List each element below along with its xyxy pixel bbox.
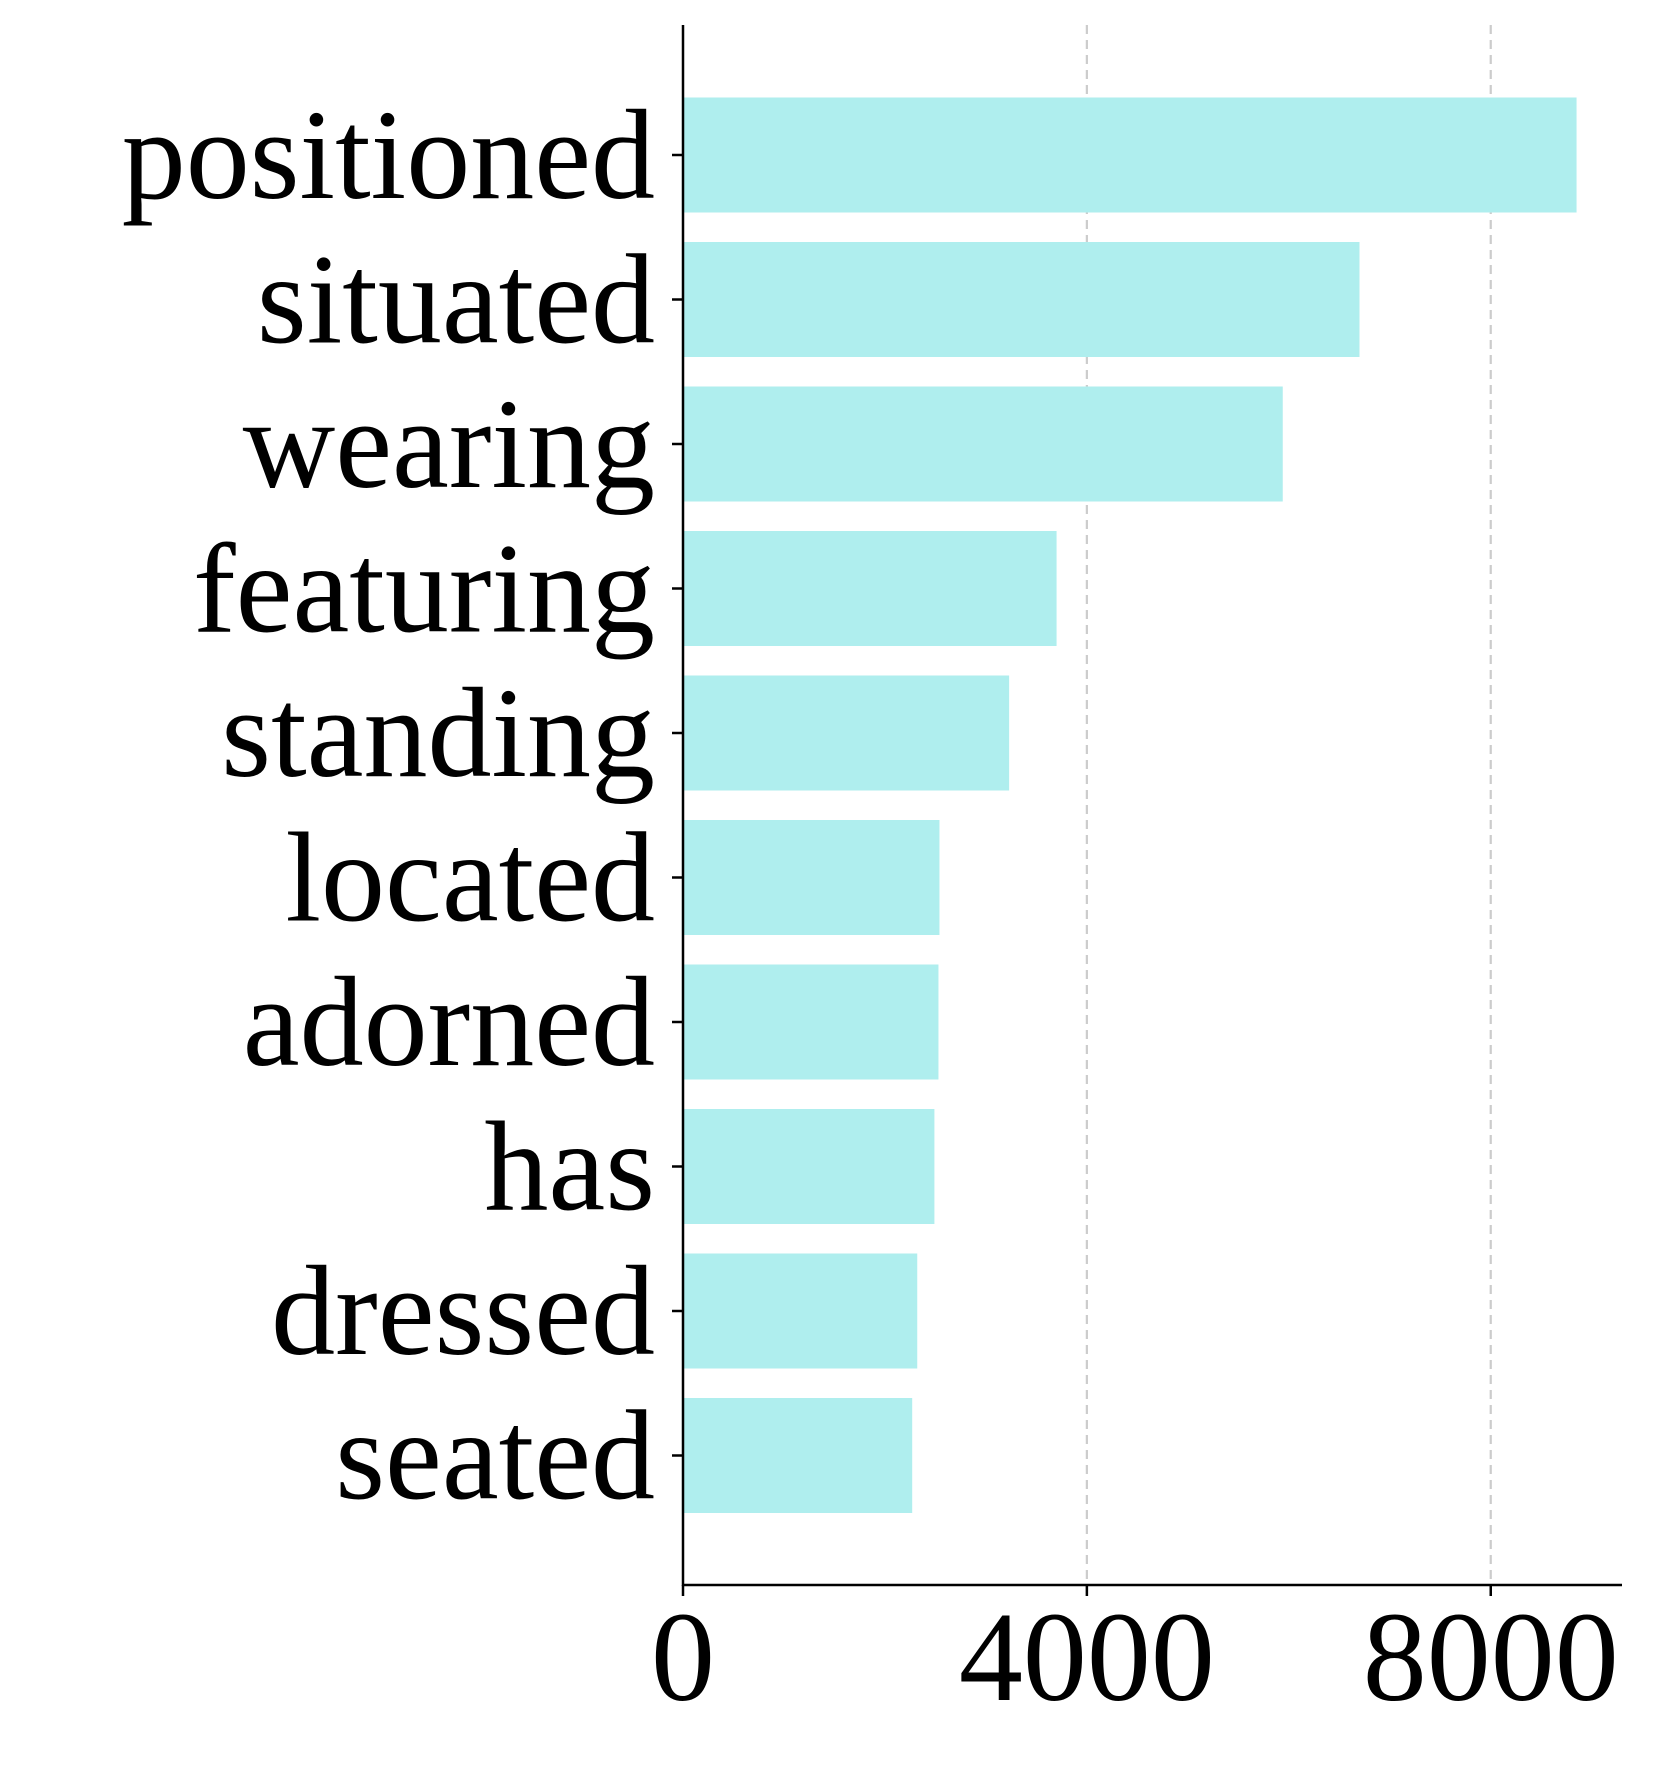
y-tick-label-dressed: dressed bbox=[271, 1240, 655, 1382]
label-layer: positionedsituatedwearingfeaturingstandi… bbox=[122, 84, 1619, 1728]
bar-featuring bbox=[683, 531, 1057, 646]
bar-wearing bbox=[683, 386, 1283, 502]
y-tick-label-has: has bbox=[484, 1096, 655, 1238]
y-tick-label-situated: situated bbox=[257, 229, 655, 371]
y-tick-label-wearing: wearing bbox=[243, 373, 655, 515]
y-tick-label-featuring: featuring bbox=[193, 518, 655, 660]
x-tick-label-4000: 4000 bbox=[959, 1586, 1215, 1728]
bar-dressed bbox=[683, 1253, 918, 1369]
bar-has bbox=[683, 1109, 935, 1224]
y-tick-label-located: located bbox=[285, 807, 655, 949]
y-tick-label-positioned: positioned bbox=[122, 84, 655, 226]
bar-situated bbox=[683, 242, 1360, 357]
x-tick-label-8000: 8000 bbox=[1363, 1586, 1619, 1728]
x-tick-label-0: 0 bbox=[651, 1586, 715, 1728]
bar-standing bbox=[683, 675, 1010, 791]
y-tick-label-adorned: adorned bbox=[243, 951, 655, 1093]
bar-seated bbox=[683, 1398, 913, 1513]
y-tick-label-standing: standing bbox=[221, 662, 655, 804]
y-tick-label-seated: seated bbox=[335, 1385, 655, 1527]
bar-layer bbox=[683, 97, 1577, 1513]
bar-located bbox=[683, 820, 940, 935]
bar-adorned bbox=[683, 964, 939, 1080]
bar-positioned bbox=[683, 97, 1577, 213]
axis-layer bbox=[672, 25, 1622, 1596]
